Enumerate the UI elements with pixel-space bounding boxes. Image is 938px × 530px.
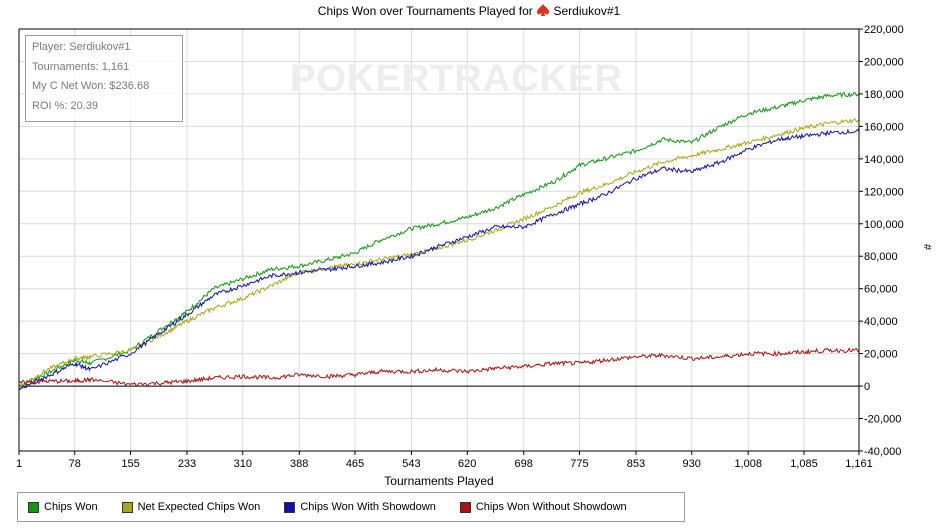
y-tick-label: 40,000 (864, 316, 898, 328)
spade-icon (537, 4, 550, 16)
legend-label: Net Expected Chips Won (137, 501, 261, 513)
player-info-box: Player: Serdiukov#1 Tournaments: 1,161 M… (25, 35, 183, 122)
y-tick-label: 180,000 (864, 89, 904, 101)
chart-title: Chips Won over Tournaments Played for Se… (0, 3, 938, 18)
y-axis-label: # (921, 244, 933, 251)
axes (18, 28, 863, 455)
pokertracker-watermark: POKERTRACKER (290, 58, 623, 100)
x-tick-label: 930 (683, 458, 701, 470)
x-tick-label: 543 (402, 458, 420, 470)
info-player: Player: Serdiukov#1 (32, 41, 131, 53)
y-tick-label: -20,000 (864, 414, 901, 426)
y-tick-label: 160,000 (864, 121, 904, 133)
series-line (18, 118, 860, 388)
x-tick-label: 620 (458, 458, 476, 470)
y-tick-label: 120,000 (864, 186, 904, 198)
series-lines (18, 91, 860, 391)
legend-label: Chips Won (44, 501, 98, 513)
legend-swatch (121, 501, 133, 513)
legend-item: Net Expected Chips Won (121, 501, 261, 513)
y-tick-label: 20,000 (864, 349, 898, 361)
legend-label: Chips Won Without Showdown (475, 501, 627, 513)
legend-item: Chips Won (28, 501, 98, 513)
legend-label: Chips Won With Showdown (300, 501, 436, 513)
x-axis-label: Tournaments Played (384, 474, 494, 488)
x-tick-label: 388 (290, 458, 308, 470)
chart-title-player: Serdiukov#1 (553, 4, 621, 18)
legend-swatch (28, 501, 39, 513)
chart-title-text: Chips Won over Tournaments Played for (317, 4, 533, 18)
series-line (18, 91, 860, 388)
info-roi: ROI %: 20.39 (32, 99, 99, 112)
y-tick-label: 100,000 (864, 219, 904, 231)
x-tick-label: 853 (627, 458, 645, 470)
y-tick-label: 0 (864, 381, 870, 393)
info-net-won: My C Net Won: $236.68 (32, 80, 150, 92)
x-tick-label: 1,085 (790, 458, 818, 470)
legend-item: Chips Won Without Showdown (459, 501, 627, 513)
y-tick-label: 220,000 (864, 24, 904, 36)
x-tick-label: 155 (121, 458, 139, 470)
legend: Chips Won Net Expected Chips Won Chips Won… (17, 492, 685, 522)
y-tick-label: 140,000 (864, 154, 904, 166)
series-line (18, 128, 860, 391)
x-tick-label: 1,161 (845, 458, 873, 470)
x-tick-labels: 1 78 155 233 310 388 465 543 620 698 775 853 930 1,00… (16, 458, 873, 470)
y-tick-label: -40,000 (864, 446, 901, 458)
y-tick-labels: -40,000 -20,000 0 20,000 40,000 60,000 80,000 1… (864, 24, 904, 458)
x-tick-label: 233 (178, 458, 196, 470)
y-tick-label: 200,000 (864, 56, 904, 68)
legend-swatch (284, 501, 296, 513)
legend-item: Chips Won With Showdown (284, 501, 436, 513)
series-line (18, 347, 860, 387)
x-tick-label: 775 (570, 458, 588, 470)
x-tick-label: 310 (234, 458, 252, 470)
x-tick-label: 698 (515, 458, 533, 470)
info-tournaments: Tournaments: 1,161 (32, 60, 130, 73)
x-tick-label: 1 (16, 458, 22, 470)
x-tick-label: 78 (69, 458, 81, 470)
legend-swatch (459, 501, 471, 513)
x-tick-label: 1,008 (734, 458, 762, 470)
grid-lines (18, 28, 860, 452)
y-tick-label: 60,000 (864, 284, 898, 296)
x-tick-label: 465 (346, 458, 364, 470)
y-tick-label: 80,000 (864, 251, 898, 263)
